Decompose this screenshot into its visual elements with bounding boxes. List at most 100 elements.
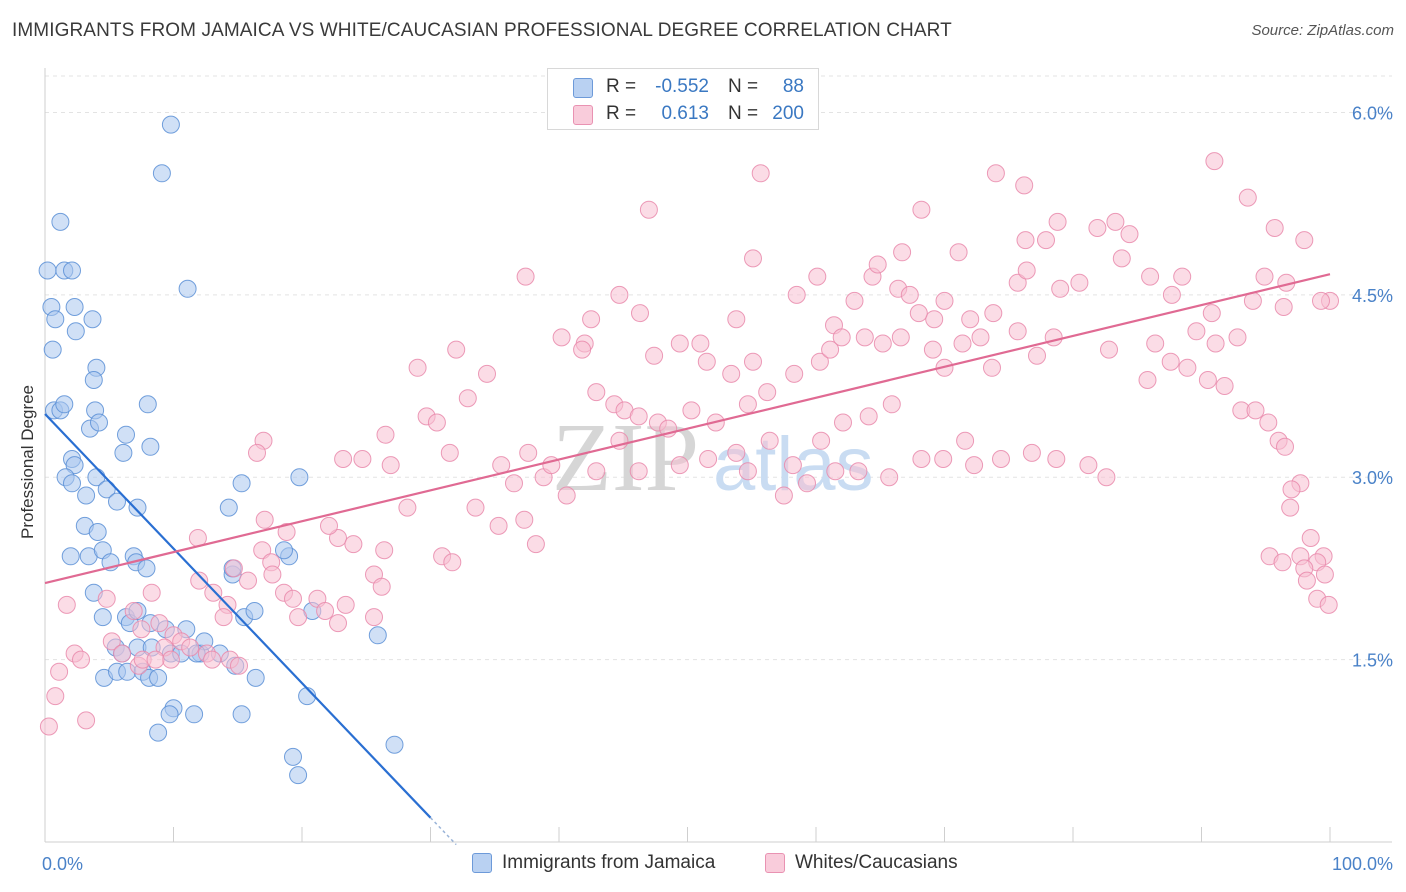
point-white [447,340,466,359]
point-jamaica [185,705,204,724]
point-white [785,364,804,383]
point-white [587,383,606,402]
point-white [639,200,658,219]
data-points [38,103,1339,785]
point-white [516,267,535,286]
point-white [826,462,845,481]
point-white [812,431,831,450]
point-jamaica [178,279,197,298]
point-white [891,328,910,347]
point-white [1015,176,1034,195]
point-white [1088,219,1107,237]
point-white [181,638,200,657]
stats-n-label: N = [728,76,759,97]
point-white [1051,279,1070,298]
point-white [1282,480,1301,499]
point-white [1319,595,1338,614]
point-jamaica [93,608,112,627]
point-white [956,431,975,450]
point-white [1259,413,1278,432]
trend-line-white [44,273,1331,585]
point-white [573,340,592,359]
point-white [248,443,266,462]
point-white [1008,273,1027,292]
point-white [77,711,96,730]
point-white [774,486,793,505]
legend-item-white[interactable]: Whites/Caucasians [765,852,958,874]
point-white [365,608,383,627]
point-white [1138,371,1157,389]
point-white [375,541,394,560]
point-white [645,346,664,365]
point-white [1312,291,1330,310]
point-white [832,328,851,347]
point-jamaica [90,413,108,432]
stats-row-jamaica: R = -0.552 N = 88 [548,73,818,101]
point-jamaica [63,474,81,493]
point-white [376,425,395,444]
point-white [738,395,757,414]
point-white [284,589,302,608]
y-tick-label: 1.5% [1352,651,1393,671]
point-white [983,358,1001,377]
point-white [1173,267,1192,286]
point-jamaica [290,468,309,487]
stats-r-label: R = [606,76,637,97]
point-white [1274,298,1293,316]
point-white [132,620,151,639]
point-white [1079,456,1098,475]
point-jamaica [219,498,238,517]
point-white [190,571,209,590]
point-white [552,328,571,347]
legend-label-jamaica: Immigrants from Jamaica [502,852,716,873]
tick-labels: 1.5% 3.0% 4.5% 6.0% 0.0% 100.0% [42,103,1393,874]
point-white [344,535,363,554]
point-white [408,358,427,377]
point-white [834,413,852,432]
point-white [1016,231,1035,250]
point-white [1273,553,1292,572]
point-white [381,456,400,475]
point-white [859,407,878,426]
chart-source: Source: ZipAtlas.com [1251,22,1394,39]
stats-n-value: 200 [772,103,804,124]
point-white [1205,152,1224,171]
point-white [971,328,990,347]
point-white [912,450,931,468]
point-white [961,310,980,329]
point-white [289,608,308,627]
stats-swatch-blue [573,78,593,98]
point-white [670,456,689,475]
point-white [1255,267,1274,286]
point-white [458,389,477,408]
point-white [427,413,446,432]
legend-item-jamaica[interactable]: Immigrants from Jamaica [472,852,715,874]
point-white [50,662,69,681]
point-white [239,571,257,590]
point-white [505,474,523,493]
point-white [1047,450,1066,468]
point-white [882,395,901,414]
point-white [329,529,347,547]
point-white [808,267,827,286]
point-white [1215,377,1234,395]
point-white [72,650,90,669]
point-white [146,650,165,669]
point-white [214,608,233,627]
point-white [984,304,1003,323]
point-white [1044,328,1063,347]
point-white [1070,273,1089,292]
point-white [150,614,169,633]
series-jamaica [38,115,404,785]
axes [44,68,1392,843]
point-jamaica [160,705,179,724]
point-white [1022,443,1041,462]
stats-r-value: 0.613 [661,103,709,124]
point-white [587,462,606,481]
point-jamaica [55,395,74,414]
point-white [744,352,762,371]
point-jamaica [152,164,171,183]
stats-row-white: R = 0.613 N = 200 [548,100,818,128]
point-white [557,486,576,505]
point-white [682,401,701,420]
